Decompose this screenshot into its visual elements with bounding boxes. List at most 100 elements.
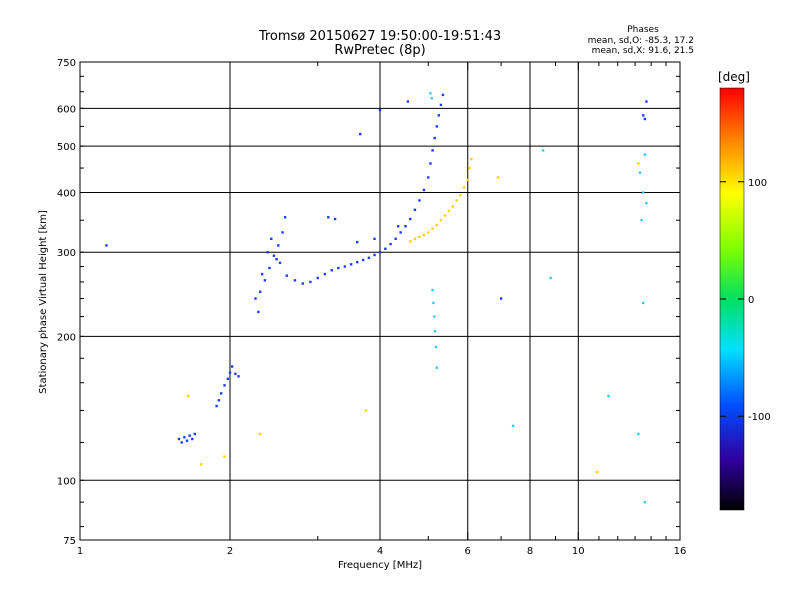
- data-point: [455, 199, 458, 202]
- data-point: [499, 297, 503, 300]
- grid: [80, 62, 680, 540]
- y-axis-label: Stationary phase Virtual Height [km]: [38, 210, 49, 394]
- data-point: [234, 372, 237, 376]
- data-point: [230, 365, 234, 368]
- data-point: [270, 237, 273, 241]
- data-point: [309, 280, 312, 284]
- data-point: [431, 149, 434, 152]
- data-point: [642, 114, 645, 117]
- data-point: [431, 227, 434, 230]
- colorbar-tick-label: 0: [748, 295, 754, 306]
- data-point: [429, 162, 432, 165]
- y-tick-label: 500: [57, 142, 76, 153]
- data-point: [435, 223, 438, 227]
- data-point: [188, 434, 191, 437]
- data-point: [643, 117, 647, 121]
- colorbar-label: [deg]: [718, 70, 750, 84]
- data-point: [237, 375, 240, 378]
- data-point: [330, 269, 333, 272]
- x-tick-label: 4: [377, 546, 383, 557]
- data-point: [260, 272, 264, 276]
- data-point: [337, 266, 340, 270]
- y-tick-label: 75: [63, 536, 76, 547]
- data-point: [643, 153, 647, 156]
- data-point: [223, 455, 226, 458]
- data-point: [278, 261, 282, 265]
- data-point: [301, 282, 305, 285]
- data-point: [406, 100, 410, 103]
- data-point: [358, 132, 362, 136]
- data-point: [607, 394, 610, 398]
- data-point: [640, 219, 643, 222]
- data-point: [431, 288, 434, 292]
- data-point: [642, 191, 645, 194]
- data-point: [413, 208, 417, 212]
- data-point: [432, 301, 435, 305]
- data-point: [422, 233, 426, 237]
- data-point: [511, 424, 515, 428]
- data-point: [637, 162, 640, 165]
- data-point: [333, 217, 337, 221]
- data-point: [429, 92, 432, 95]
- data-point: [441, 93, 445, 97]
- data-point: [418, 199, 421, 202]
- data-point: [316, 276, 319, 280]
- data-point: [427, 176, 430, 179]
- data-point: [272, 254, 276, 257]
- data-point: [418, 235, 421, 239]
- data-point: [193, 432, 197, 436]
- data-point: [187, 394, 190, 398]
- data-point: [394, 237, 397, 241]
- data-point: [373, 237, 376, 241]
- data-point: [549, 276, 552, 280]
- data-point: [367, 256, 371, 260]
- data-point: [462, 186, 466, 189]
- data-point: [217, 399, 221, 402]
- data-point: [185, 439, 189, 442]
- data-point: [183, 436, 186, 439]
- data-point: [427, 231, 430, 234]
- data-point: [435, 125, 438, 128]
- data-point: [496, 176, 500, 179]
- data-point: [215, 404, 218, 408]
- data-point: [434, 345, 438, 349]
- data-point: [293, 279, 297, 282]
- data-point: [638, 171, 642, 174]
- data-point: [323, 272, 327, 276]
- data-point: [191, 437, 194, 441]
- stats-line-o: mean, sd,O: -85.3, 17.2: [588, 36, 694, 46]
- data-point: [409, 240, 412, 243]
- data-point: [433, 330, 437, 333]
- x-axis-label: Frequency [MHz]: [338, 560, 422, 571]
- data-point: [343, 265, 347, 268]
- x-tick-label: 6: [465, 546, 471, 557]
- data-point: [177, 437, 181, 441]
- data-point: [468, 166, 471, 170]
- data-point: [355, 260, 359, 264]
- data-point: [364, 409, 368, 412]
- data-point: [283, 216, 287, 219]
- data-point: [384, 247, 387, 250]
- data-point: [637, 432, 640, 436]
- data-point: [439, 219, 443, 222]
- data-point: [259, 432, 262, 436]
- y-tick-label: 300: [57, 248, 76, 259]
- data-point: [259, 290, 262, 293]
- data-point: [595, 470, 599, 474]
- x-tick-label: 1: [77, 546, 83, 557]
- data-point: [281, 231, 284, 234]
- data-point: [266, 251, 269, 254]
- data-point: [399, 231, 402, 234]
- y-tick-label: 100: [57, 476, 76, 487]
- data-point: [645, 201, 648, 205]
- x-tick-label: 8: [527, 546, 533, 557]
- data-point: [268, 266, 271, 270]
- x-tick-label: 2: [227, 546, 233, 557]
- data-point: [435, 366, 438, 369]
- data-point: [223, 384, 226, 387]
- data-point: [447, 209, 451, 213]
- data-point: [643, 500, 647, 504]
- data-point: [361, 258, 365, 262]
- data-point: [226, 377, 230, 381]
